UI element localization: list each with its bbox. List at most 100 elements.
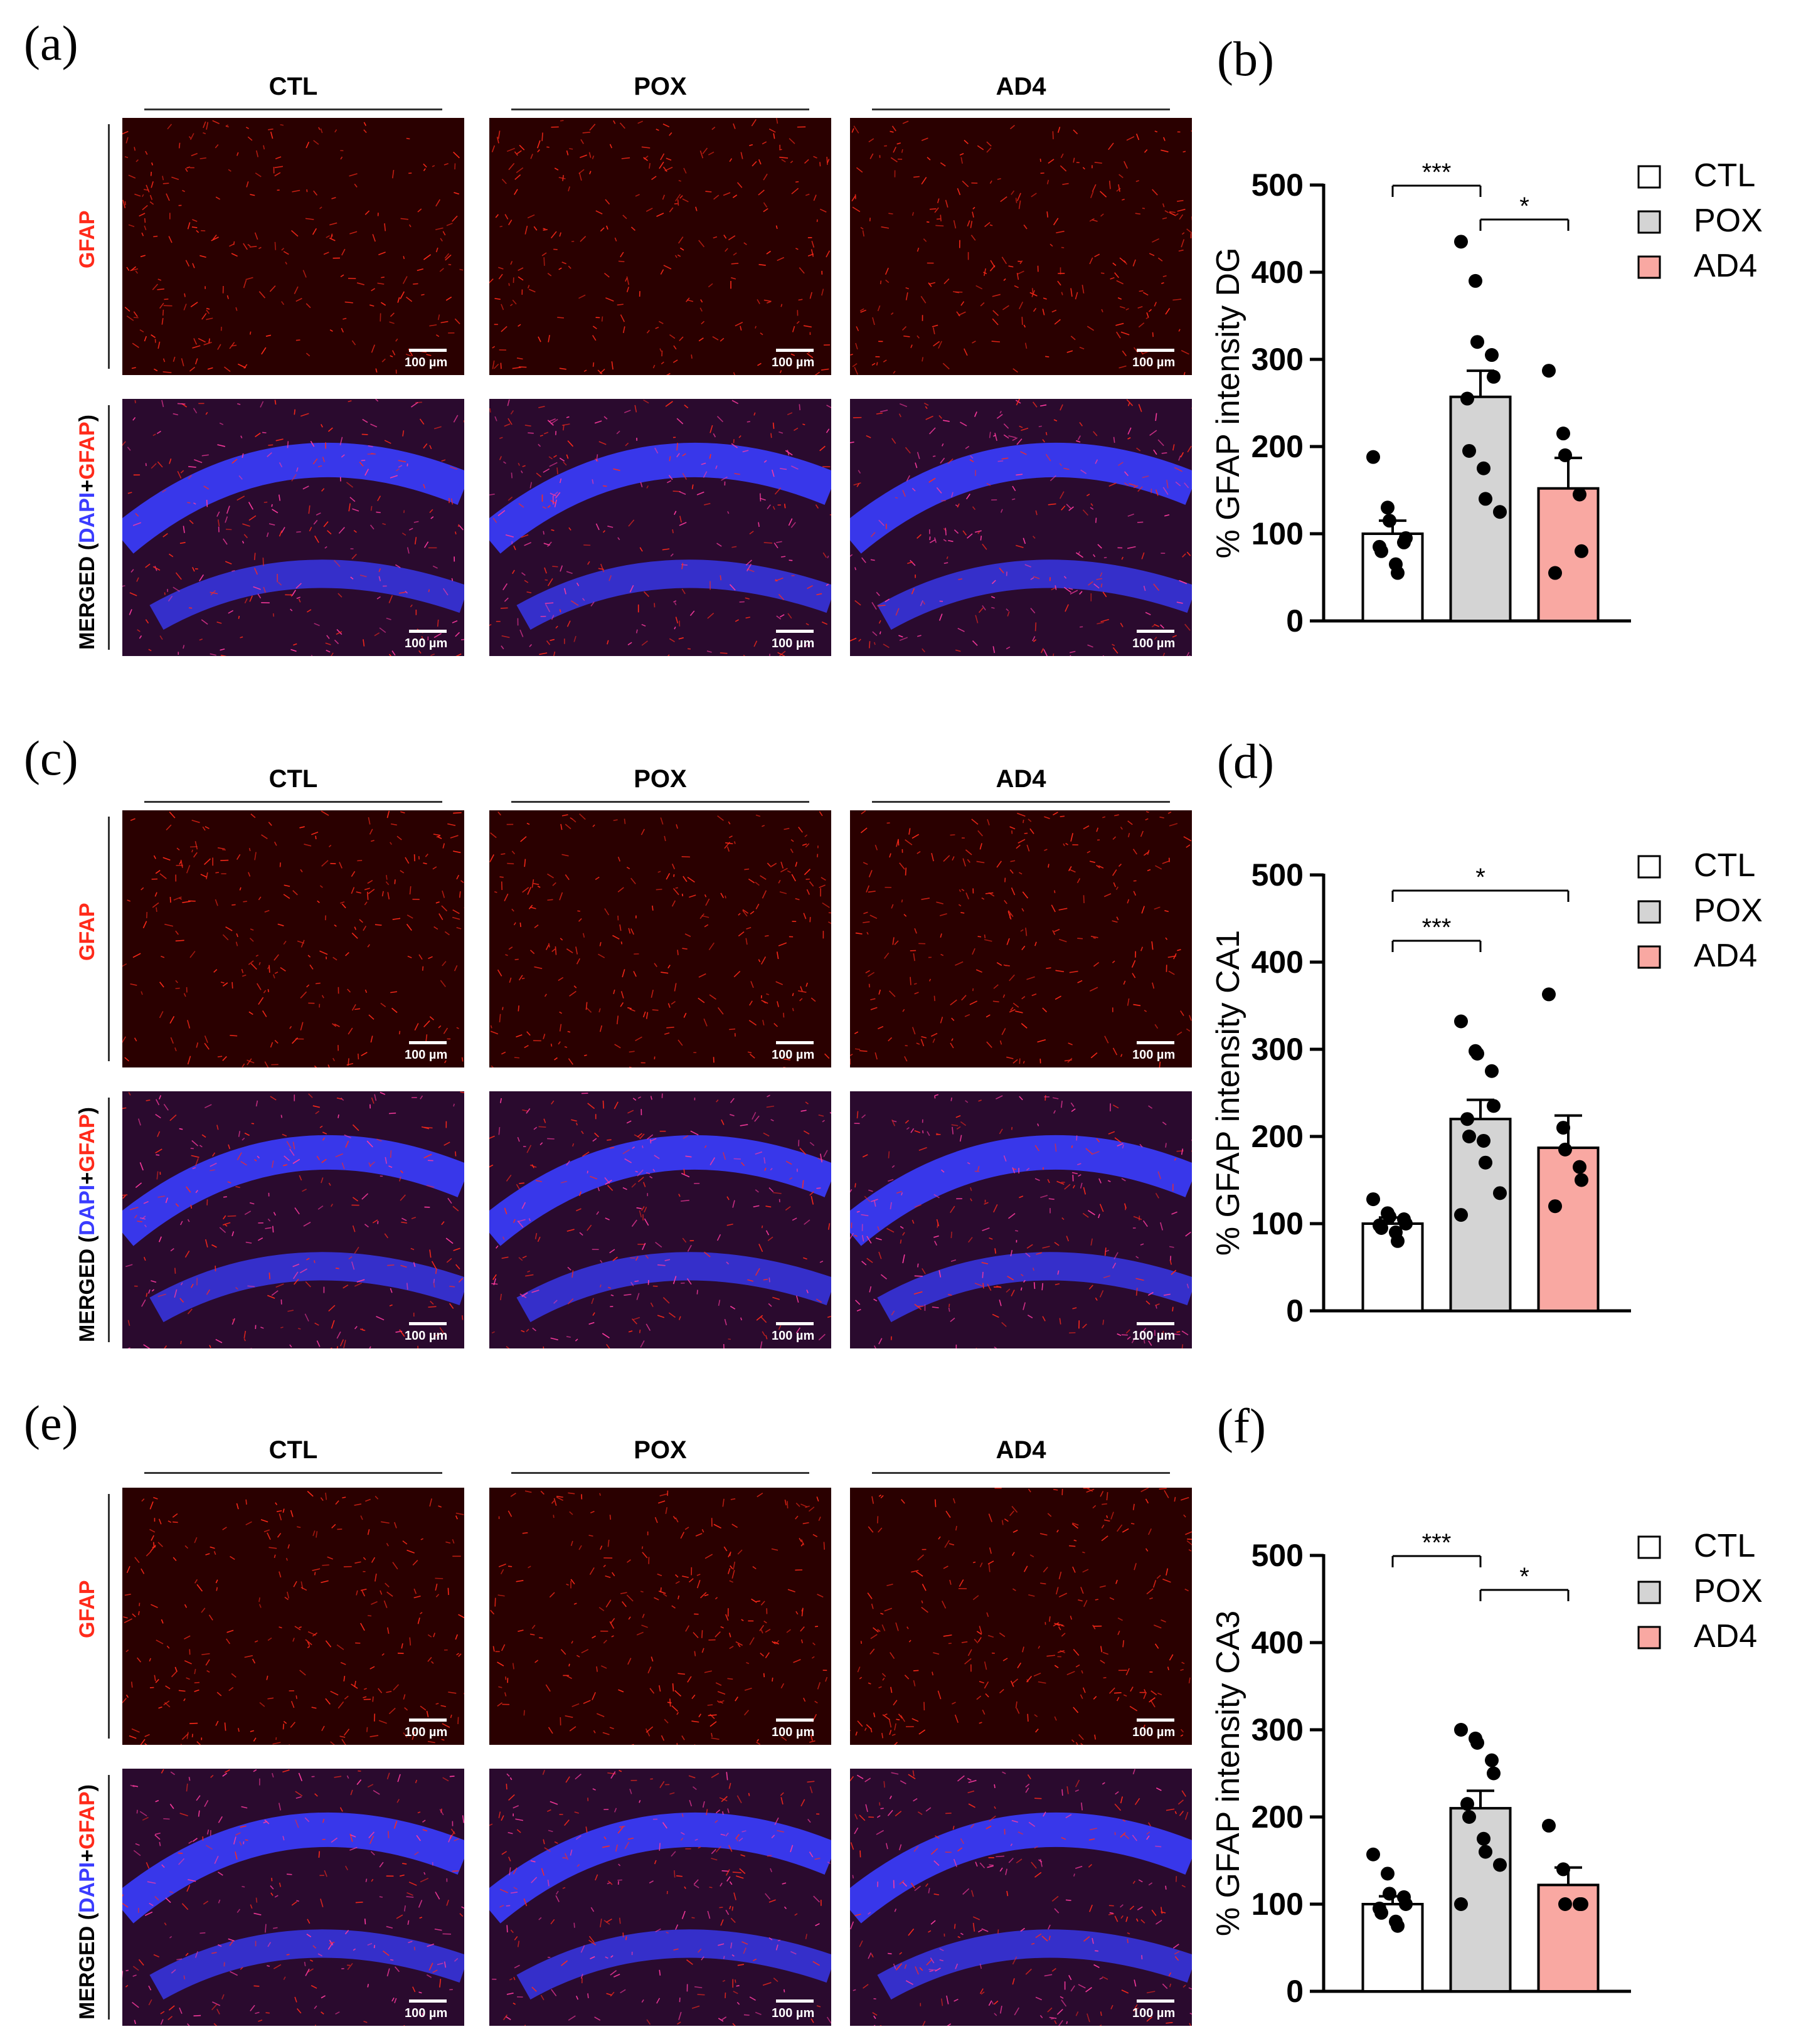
- panel-letter-b: (b): [1217, 31, 1274, 86]
- scale-bar-label: 100 µm: [405, 1329, 448, 1343]
- group-divider: [144, 1472, 442, 1474]
- data-point: [1479, 492, 1492, 506]
- gfap-micrograph-pox: [489, 118, 831, 375]
- y-tick-label: 100: [1251, 516, 1304, 551]
- data-point: [1556, 1121, 1570, 1135]
- group-divider: [872, 801, 1170, 803]
- group-divider: [872, 109, 1170, 110]
- group-divider: [511, 801, 809, 803]
- data-point: [1477, 461, 1490, 475]
- legend-label-pox: POX: [1694, 892, 1763, 929]
- merged-label-part-plus: +: [75, 479, 99, 492]
- data-point: [1477, 1133, 1490, 1148]
- scale-bar: [776, 1041, 814, 1044]
- bar-ad4: [1537, 1146, 1600, 1312]
- bar-ad4: [1537, 487, 1600, 622]
- merged-label-part-gfap: GFAP: [75, 1114, 99, 1172]
- data-point: [1469, 273, 1482, 288]
- data-point: [1381, 500, 1395, 515]
- significance-label: ***: [1422, 1529, 1452, 1557]
- row-divider: [108, 124, 110, 369]
- data-point: [1573, 487, 1586, 502]
- significance-label: *: [1475, 864, 1485, 891]
- data-point: [1485, 1064, 1499, 1078]
- merged-label-part-suffix: ): [75, 1107, 99, 1115]
- data-point: [1391, 1234, 1405, 1248]
- y-tick-label: 500: [1251, 1538, 1304, 1573]
- data-point: [1485, 1753, 1499, 1767]
- legend-swatch-ad4: [1637, 1626, 1661, 1649]
- data-point: [1470, 335, 1484, 349]
- scale-bar-label: 100 µm: [1132, 1329, 1176, 1343]
- data-point: [1366, 1192, 1380, 1207]
- scale-bar-label: 100 µm: [405, 637, 448, 650]
- data-point: [1374, 1905, 1388, 1920]
- row-divider: [108, 1775, 110, 2020]
- panel-letter-e: (e): [24, 1395, 78, 1450]
- data-point: [1575, 1897, 1588, 1911]
- scale-bar: [409, 1322, 447, 1325]
- scale-bar-label: 100 µm: [772, 2006, 815, 2020]
- merged-label-part-prefix: MERGED (: [75, 1236, 99, 1342]
- merged-label-part-plus: +: [75, 1849, 99, 1862]
- legend-swatch-ctl: [1637, 1535, 1661, 1559]
- merged-label-part-dapi: DAPI: [75, 1184, 99, 1236]
- merged-label-part-suffix: ): [75, 1784, 99, 1792]
- significance-label: *: [1519, 193, 1529, 220]
- group-label-pox: POX: [634, 73, 687, 100]
- scale-bar: [1137, 630, 1174, 633]
- data-point: [1558, 1897, 1572, 1911]
- data-point: [1460, 1112, 1474, 1126]
- data-point: [1479, 1845, 1492, 1859]
- data-point: [1575, 1173, 1588, 1187]
- row-label-merged: MERGED (DAPI+GFAP): [75, 1107, 99, 1342]
- scale-bar: [776, 630, 814, 633]
- data-point: [1454, 1723, 1468, 1737]
- y-tick-label: 200: [1251, 1799, 1304, 1835]
- row-label-merged: MERGED (DAPI+GFAP): [75, 1784, 99, 2020]
- y-axis-label: % GFAP intensity DG: [1210, 247, 1246, 558]
- group-divider: [511, 1472, 809, 1474]
- y-tick-label: 500: [1251, 167, 1304, 203]
- merged-label-part-prefix: MERGED (: [75, 543, 99, 650]
- gfap-micrograph-pox: [489, 810, 831, 1067]
- gfap-micrograph-ctl: [122, 810, 464, 1067]
- data-point: [1479, 1155, 1492, 1170]
- scale-bar-label: 100 µm: [405, 356, 448, 369]
- scale-bar: [409, 1718, 447, 1722]
- y-tick-label: 300: [1251, 1712, 1304, 1747]
- group-label-ad4: AD4: [996, 765, 1046, 793]
- significance-label: ***: [1422, 159, 1452, 186]
- y-tick-label: 200: [1251, 1119, 1304, 1154]
- scale-bar: [409, 349, 447, 352]
- group-divider: [144, 109, 442, 110]
- y-axis-label: % GFAP intensity CA3: [1210, 1611, 1246, 1936]
- y-tick-label: 100: [1251, 1206, 1304, 1241]
- data-point: [1493, 505, 1507, 519]
- data-point: [1556, 1862, 1570, 1877]
- data-point: [1383, 1209, 1396, 1224]
- row-divider: [108, 817, 110, 1061]
- data-point: [1454, 235, 1468, 249]
- legend-swatch-ctl: [1637, 165, 1661, 189]
- data-point: [1470, 1046, 1484, 1061]
- merged-micrograph-pox: [489, 399, 831, 656]
- merged-label-part-gfap: GFAP: [75, 421, 99, 480]
- row-label-gfap: GFAP: [75, 210, 99, 268]
- scale-bar: [1137, 1322, 1174, 1325]
- data-point: [1487, 1766, 1501, 1781]
- data-point: [1399, 1217, 1413, 1231]
- data-point: [1374, 544, 1388, 558]
- merged-micrograph-ad4: [850, 1091, 1192, 1348]
- data-point: [1374, 1221, 1388, 1235]
- scale-bar: [776, 1999, 814, 2003]
- y-axis-label: % GFAP intensity CA1: [1210, 930, 1246, 1256]
- row-label-gfap: GFAP: [75, 903, 99, 961]
- merged-label-part-plus: +: [75, 1172, 99, 1185]
- scale-bar: [776, 1322, 814, 1325]
- data-point: [1556, 426, 1570, 441]
- merged-micrograph-ctl: [122, 1769, 464, 2026]
- row-divider: [108, 405, 110, 650]
